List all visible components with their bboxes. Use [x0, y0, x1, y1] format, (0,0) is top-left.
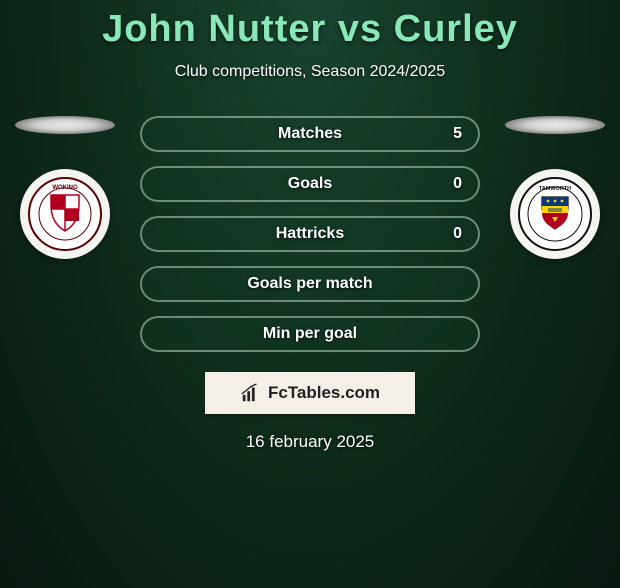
left-player-marker [15, 116, 115, 134]
page-title: John Nutter vs Curley [0, 8, 620, 51]
brand-badge: FcTables.com [205, 372, 415, 414]
bar-chart-icon [240, 382, 262, 404]
stat-row-goals: Goals 0 [140, 166, 480, 202]
left-club-crest: WOKING [20, 169, 110, 259]
stat-label: Goals per match [247, 275, 372, 293]
stat-label: Goals [288, 175, 332, 193]
right-club-crest: TAMWORTH [510, 169, 600, 259]
stat-row-min-per-goal: Min per goal [140, 316, 480, 352]
right-player-marker [505, 116, 605, 134]
left-player-column: WOKING [15, 116, 115, 259]
stats-column: Matches 5 Goals 0 Hattricks 0 Goals per … [140, 116, 480, 352]
stat-value-right: 0 [453, 225, 462, 243]
svg-text:WOKING: WOKING [52, 185, 78, 191]
comparison-layout: WOKING Matches 5 Goals 0 Hattricks 0 Goa… [0, 116, 620, 352]
tamworth-crest-icon: TAMWORTH [518, 177, 592, 251]
stat-value-right: 5 [453, 125, 462, 143]
stat-label: Matches [278, 125, 342, 143]
brand-text: FcTables.com [268, 383, 380, 403]
stat-row-goals-per-match: Goals per match [140, 266, 480, 302]
svg-text:TAMWORTH: TAMWORTH [539, 186, 571, 192]
stat-value-right: 0 [453, 175, 462, 193]
woking-crest-icon: WOKING [28, 177, 102, 251]
page-subtitle: Club competitions, Season 2024/2025 [0, 63, 620, 81]
stat-label: Min per goal [263, 325, 357, 343]
stat-row-matches: Matches 5 [140, 116, 480, 152]
date-text: 16 february 2025 [0, 432, 620, 452]
stat-label: Hattricks [276, 225, 344, 243]
right-player-column: TAMWORTH [505, 116, 605, 259]
stat-row-hattricks: Hattricks 0 [140, 216, 480, 252]
